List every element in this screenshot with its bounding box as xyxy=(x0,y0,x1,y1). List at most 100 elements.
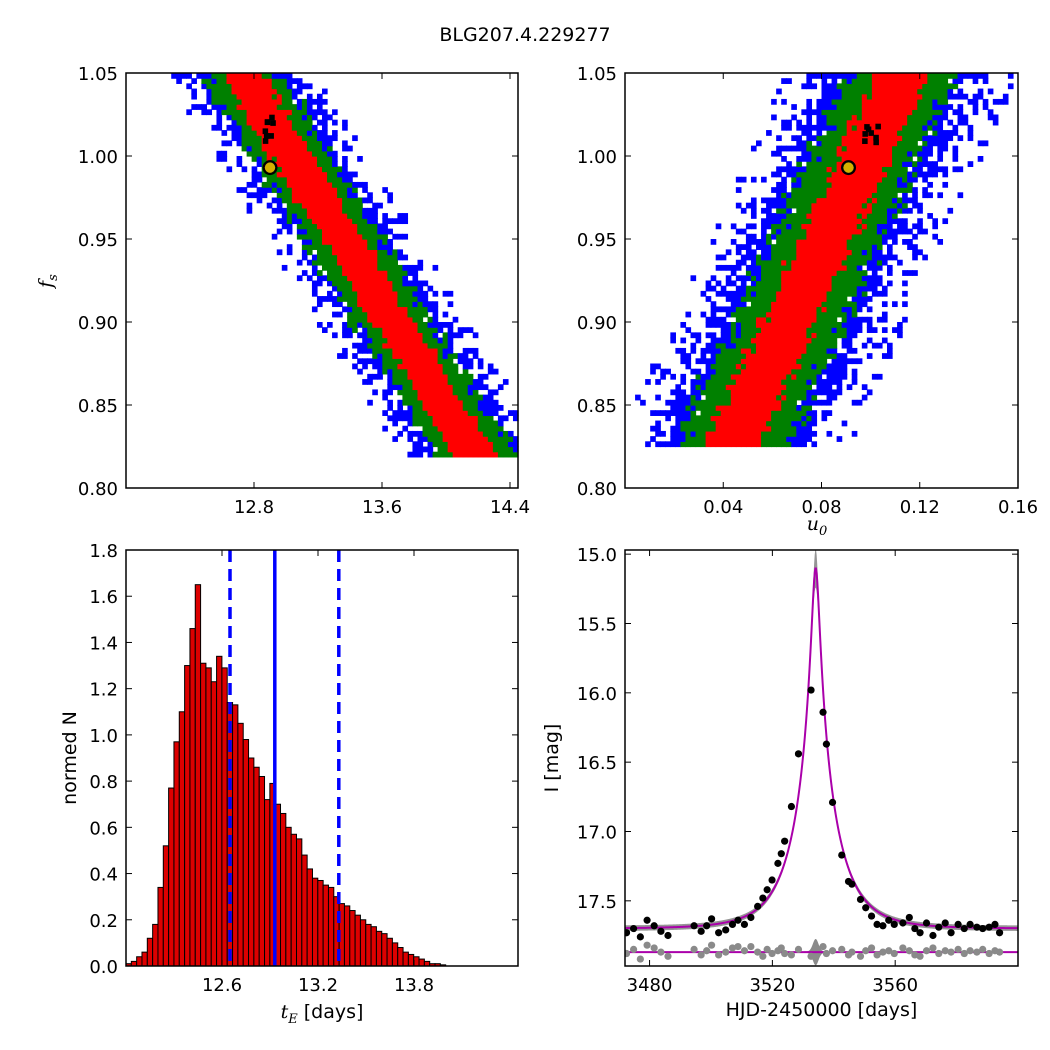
heatmap-cell xyxy=(437,322,444,328)
heatmap-cell xyxy=(745,441,752,448)
heatmap-cell xyxy=(846,233,853,240)
heatmap-cell xyxy=(902,93,908,100)
heatmap-cell xyxy=(422,373,429,380)
heatmap-cell xyxy=(836,145,843,152)
heatmap-cell xyxy=(761,259,767,266)
heatmap-cell xyxy=(745,384,752,391)
heatmap-cell xyxy=(680,405,687,411)
heatmap-cell xyxy=(821,290,828,297)
heatmap-cell xyxy=(271,93,278,100)
heatmap-cell xyxy=(735,389,742,396)
histogram-bar xyxy=(253,766,260,967)
heatmap-cell xyxy=(655,379,661,385)
heatmap-cell xyxy=(740,425,747,432)
heatmap-cell xyxy=(776,373,782,380)
heatmap-cell xyxy=(841,135,848,142)
heatmap-cell xyxy=(806,176,813,183)
x-axis-label: u0 xyxy=(807,513,828,539)
heatmap-cell xyxy=(897,259,903,266)
heatmap-cell xyxy=(261,124,268,131)
heatmap-cell xyxy=(806,104,813,110)
heatmap-cell xyxy=(417,347,424,354)
heatmap-cell xyxy=(725,368,732,375)
histogram-bar xyxy=(178,711,186,967)
heatmap-cell xyxy=(826,130,833,136)
heatmap-cell xyxy=(781,389,787,396)
heatmap-cell xyxy=(851,109,858,116)
heatmap-cell xyxy=(871,228,878,235)
heatmap-cell xyxy=(266,150,273,157)
heatmap-cell xyxy=(816,239,823,245)
heatmap-cell xyxy=(866,353,873,359)
heatmap-cell xyxy=(771,389,777,396)
heatmap-cell xyxy=(897,218,903,225)
heatmap-cell xyxy=(897,83,903,90)
best-cluster-cell xyxy=(270,120,276,126)
histogram-bar xyxy=(194,584,202,967)
heatmap-cell xyxy=(422,296,429,302)
heatmap-cell xyxy=(937,124,944,131)
heatmap-cell xyxy=(861,192,868,199)
heatmap-cell xyxy=(922,124,928,131)
heatmap-cell xyxy=(497,441,504,448)
heatmap-cell xyxy=(761,332,767,339)
heatmap-cell xyxy=(422,379,429,385)
heatmap-cell xyxy=(937,73,944,79)
heatmap-cell xyxy=(740,389,747,396)
heatmap-cell xyxy=(387,244,393,250)
heatmap-cell xyxy=(211,104,218,110)
heatmap-cell xyxy=(382,296,388,302)
heatmap-cell xyxy=(477,358,484,365)
heatmap-cell xyxy=(871,166,878,173)
heatmap-cell xyxy=(387,218,393,225)
heatmap-cell xyxy=(266,187,273,193)
heatmap-cell xyxy=(286,218,293,225)
data-point xyxy=(856,895,865,904)
heatmap-cell xyxy=(861,83,868,90)
heatmap-cell xyxy=(281,140,288,147)
heatmap-cell xyxy=(735,275,742,282)
heatmap-cell xyxy=(771,347,777,354)
heatmap-cell xyxy=(756,244,762,250)
heatmap-cell xyxy=(705,296,712,302)
heatmap-cell xyxy=(821,306,828,313)
heatmap-cell xyxy=(710,420,717,427)
heatmap-cell xyxy=(781,368,787,375)
heatmap-cell xyxy=(422,399,429,406)
heatmap-cell xyxy=(171,73,177,79)
heatmap-cell xyxy=(826,394,833,401)
heatmap-cell xyxy=(756,384,762,391)
heatmap-cell xyxy=(457,399,464,406)
heatmap-cell xyxy=(472,441,479,448)
heatmap-cell xyxy=(922,109,928,116)
heatmap-cell xyxy=(791,213,797,219)
heatmap-cell xyxy=(756,353,762,359)
heatmap-cell xyxy=(806,384,813,391)
heatmap-cell xyxy=(861,156,868,162)
heatmap-cell xyxy=(826,368,833,375)
heatmap-cell xyxy=(281,93,288,100)
heatmap-cell xyxy=(700,358,707,365)
heatmap-cell xyxy=(482,399,489,406)
heatmap-cell xyxy=(685,441,692,448)
heatmap-cell xyxy=(427,306,434,313)
heatmap-cell xyxy=(841,285,848,292)
heatmap-cell xyxy=(377,363,383,370)
heatmap-cell xyxy=(472,430,479,437)
heatmap-cell xyxy=(932,233,938,240)
heatmap-cell xyxy=(327,275,333,282)
heatmap-cell xyxy=(437,394,444,401)
heatmap-cell xyxy=(871,202,878,209)
heatmap-cell xyxy=(497,446,504,453)
heatmap-cell xyxy=(821,93,828,100)
heatmap-cell xyxy=(337,285,343,292)
heatmap-cell xyxy=(811,342,818,349)
heatmap-cell xyxy=(236,83,243,90)
heatmap-cell xyxy=(881,353,888,359)
heatmap-cell xyxy=(372,322,378,328)
heatmap-cell xyxy=(700,311,707,318)
heatmap-cell xyxy=(427,347,434,354)
heatmap-cell xyxy=(771,316,777,323)
heatmap-cell xyxy=(912,223,918,230)
heatmap-cell xyxy=(276,83,283,90)
